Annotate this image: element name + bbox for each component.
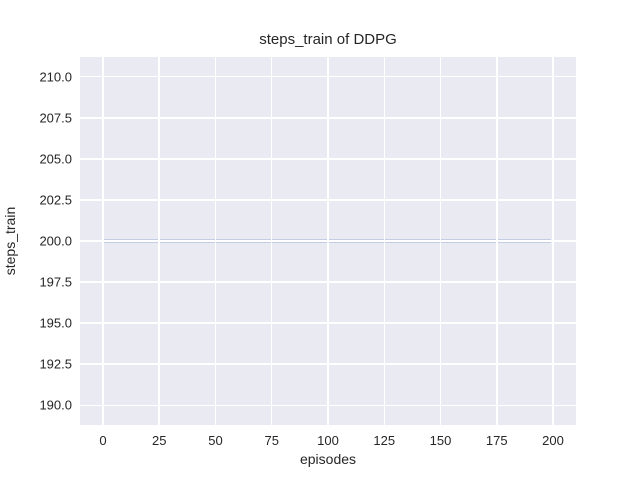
y-tick-label: 207.5 [39, 110, 72, 126]
gridline-horizontal [80, 75, 576, 78]
gridline-horizontal [80, 117, 576, 119]
gridline-horizontal [80, 404, 576, 407]
x-tick-label: 0 [99, 433, 107, 448]
gridline-horizontal [80, 363, 576, 365]
gridline-horizontal [80, 158, 576, 160]
x-tick-label: 150 [429, 433, 452, 448]
x-tick-label: 200 [542, 433, 564, 448]
x-tick-label: 125 [373, 433, 396, 448]
gridline-horizontal [80, 322, 576, 324]
y-axis-label: steps_train [2, 206, 18, 276]
gridline-horizontal [80, 281, 576, 283]
y-tick-label: 192.5 [39, 356, 72, 372]
y-tick-label: 205.0 [39, 151, 72, 167]
x-tick-label: 100 [317, 433, 339, 448]
gridline-horizontal [80, 240, 576, 242]
y-tick-label: 195.0 [39, 315, 72, 331]
y-tick-label: 197.5 [39, 274, 72, 290]
y-tick-label: 190.0 [39, 397, 72, 413]
chart-title: steps_train of DDPG [259, 31, 397, 48]
x-tick-label: 25 [151, 433, 167, 448]
x-axis-label: episodes [299, 451, 357, 467]
y-tick-label: 200.0 [39, 233, 72, 249]
x-tick-label: 50 [208, 433, 223, 448]
y-tick-label: 210.0 [39, 69, 72, 85]
plot-area [80, 57, 576, 425]
gridline-horizontal [80, 199, 576, 201]
x-tick-label: 75 [264, 433, 279, 448]
y-tick-label: 202.5 [39, 192, 72, 208]
x-tick-label: 175 [485, 433, 508, 448]
